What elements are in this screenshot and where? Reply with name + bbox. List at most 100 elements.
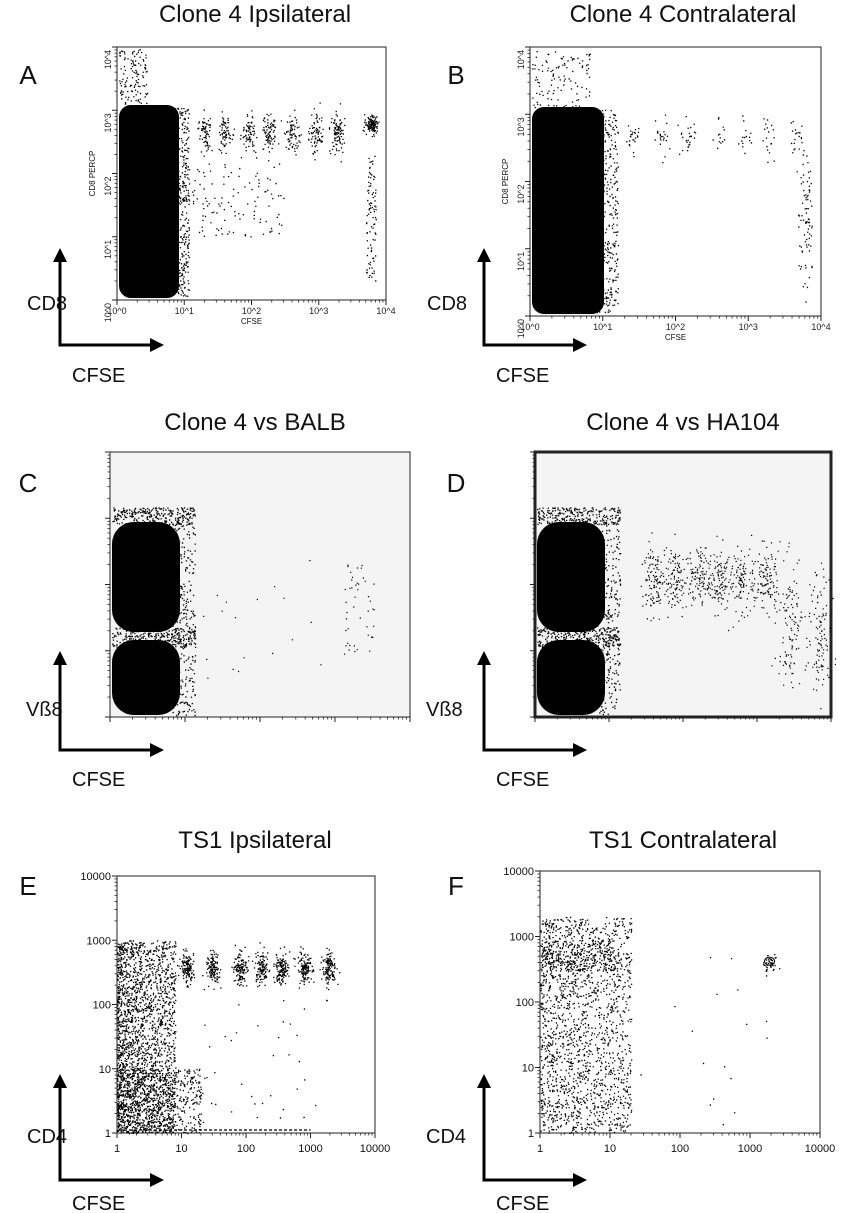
x-axis-label: CFSE [496,365,549,387]
x-axis-label: CFSE [72,365,125,387]
panel-title: TS1 Ipsilateral [178,827,331,854]
y-tick-label: 10^1 [516,252,526,271]
axis-ticks [105,451,411,722]
x-tick-label: 10000 [360,1143,391,1155]
inner-y-label: CD8 PERCP [88,151,97,197]
cluster-edge-top [112,507,196,526]
panel-title: Clone 4 vs BALB [164,409,345,436]
inner-y-label: CD8 PERCP [501,159,510,205]
y-axis-label: Vß8 [426,699,463,721]
y-tick-label: 100 [93,1000,111,1012]
y-tick-label: 10 [99,1064,111,1076]
arrow-up-icon [53,651,67,665]
axis-ticks [112,875,376,1138]
y-tick-label: 10^3 [516,117,526,136]
y-tick-label: 1000 [87,935,111,947]
y-tick-label: 10^4 [103,50,113,69]
x-tick-label: 10^0 [520,322,539,332]
panel-c [105,451,411,722]
scatter-points [117,940,341,1135]
panel-f: 11 10 10 100 100 1000 1000 10000 10000 [503,866,835,1155]
x-tick-label: 100 [237,1143,255,1155]
panel-title: Clone 4 vs HA104 [586,409,779,436]
plot-area [539,870,821,1134]
panel-letter: C [19,468,38,498]
x-tick-label: 10^1 [593,322,612,332]
panel-title: Clone 4 Contralateral [570,1,797,28]
arrow-up-icon [477,651,491,665]
cluster-debris [119,49,149,105]
scatter-points [540,916,781,1135]
arrow-right-icon [573,1173,587,1187]
x-tick-label: 1000 [738,1143,762,1155]
axis-ticks [535,870,821,1138]
y-axis-label: CD8 [427,293,467,315]
panel-letter: A [19,60,37,90]
y-tick-label: 100 [516,997,534,1009]
panel-d [530,450,837,722]
x-tick-label: 100 [671,1143,689,1155]
cluster-divided [640,532,837,710]
arrow-up-icon [477,1074,491,1088]
axis-arrows-0 [53,248,164,352]
x-tick-label: 10^3 [739,322,758,332]
x-tick-label: 1 [114,1143,120,1155]
x-tick-label: 10^2 [666,322,685,332]
y-tick-label: 10^2 [516,185,526,204]
cluster-undivided [532,107,604,314]
panel-letter: D [447,468,466,498]
arrow-up-icon [53,248,67,262]
axis-arrows-3 [477,651,587,757]
x-tick-label: 10 [175,1143,187,1155]
arrow-right-icon [150,338,164,352]
y-tick-label: 10^3 [103,113,113,132]
cluster-edge [596,109,620,314]
x-tick-label: 1000 [298,1143,322,1155]
panel-letter: F [448,871,464,901]
divided-cluster-marker [764,956,776,966]
axis-ticks [112,46,387,305]
inner-x-label: CFSE [241,317,262,326]
x-tick-label: 10^2 [242,306,261,316]
x-axis-label: CFSE [72,769,125,791]
x-axis-label: CFSE [72,1193,125,1213]
panel-title: TS1 Contralateral [589,827,777,854]
arrow-up-icon [53,1074,67,1088]
arrow-right-icon [150,1173,164,1187]
cluster-cells [540,916,781,1135]
arrow-right-icon [150,743,164,757]
y-axis-label: CD4 [426,1126,466,1148]
inner-x-label: CFSE [665,333,686,342]
cluster-vb8-high [537,522,605,632]
axis-arrows-5 [477,1074,587,1187]
panel-e: 11 10 10 100 100 1000 1000 10000 10000 [80,871,390,1155]
arrow-up-icon [477,248,491,262]
scatter-points [119,49,380,298]
panel-b: 10^010^0 10^1 10^1 10^2 10^2 10^3 10^3 10^4 10^4 [516,46,831,338]
y-tick-label: 10 [522,1063,534,1075]
y-tick-label: 10^0 [103,303,113,322]
y-tick-label: 10^4 [516,50,526,69]
x-tick-label: 10^4 [811,322,830,332]
scatter-points [537,507,837,716]
y-axis-label: Vß8 [26,699,63,721]
x-axis-label: CFSE [496,769,549,791]
cluster-undivided [119,105,179,298]
arrow-right-icon [573,338,587,352]
x-tick-label: 10^4 [376,306,395,316]
scatter-points [112,507,375,717]
axis-arrows-1 [477,248,587,352]
cluster-edge-top [537,507,622,526]
x-tick-label: 10^3 [309,306,328,316]
y-tick-label: 10^2 [103,177,113,196]
cluster-edge-right [172,522,197,717]
y-tick-label: 10000 [503,866,534,878]
cluster-cells [117,940,341,1135]
axis-arrows-2 [53,651,164,757]
cluster-edge-mid [537,627,622,648]
cluster-vb8-high [112,522,180,632]
y-tick-label: 1 [105,1128,111,1140]
x-tick-label: 10^0 [107,306,126,316]
y-tick-label: 1 [528,1128,534,1140]
